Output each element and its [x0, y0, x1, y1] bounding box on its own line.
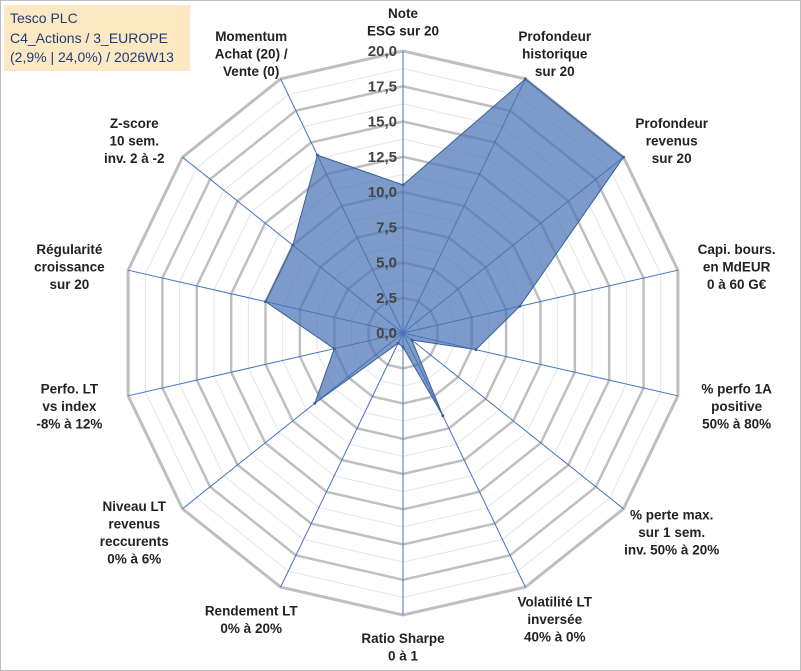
- data-point: [396, 341, 400, 345]
- axis-spoke: [280, 332, 404, 588]
- axis-label: Profondeur revenus sur 20: [635, 116, 708, 166]
- axis-label: Z-score 10 sem. inv. 2 à -2: [104, 116, 165, 166]
- tick-label: 20,0: [368, 43, 397, 60]
- chart-title-box: Tesco PLC C4_Actions / 3_EUROPE (2,9% | …: [4, 5, 190, 71]
- data-point: [523, 77, 527, 81]
- tick-label: 0,0: [376, 325, 397, 342]
- axis-spoke: [402, 332, 624, 510]
- data-point: [474, 348, 478, 352]
- title-company: Tesco PLC: [10, 10, 78, 26]
- data-point: [410, 338, 414, 342]
- tick-label: 12,5: [368, 149, 397, 166]
- data-point: [313, 401, 317, 405]
- tick-label: 2,5: [376, 290, 397, 307]
- tick-label: 15,0: [368, 114, 397, 131]
- axis-label: Capi. bours. en MdEUR 0 à 60 G€: [698, 242, 776, 292]
- data-point: [518, 304, 522, 308]
- axis-label: Volatilité LT inversée 40% à 0%: [518, 595, 593, 645]
- data-point: [401, 345, 405, 349]
- axis-label: Niveau LT revenus reccurents 0% à 6%: [100, 499, 169, 567]
- title-category: C4_Actions / 3_EUROPE: [10, 29, 168, 46]
- axis-label: Profondeur historique sur 20: [518, 29, 591, 79]
- data-point: [291, 243, 295, 247]
- axis-label: Ratio Sharpe 0 à 1: [361, 631, 445, 664]
- axis-label: Régularité croissance sur 20: [34, 242, 105, 292]
- axis-label: Note ESG sur 20: [367, 6, 439, 39]
- tick-label: 10,0: [368, 184, 397, 201]
- tick-label: 17,5: [368, 78, 397, 95]
- data-point: [332, 347, 336, 351]
- data-point: [264, 300, 267, 304]
- axis-label: Momentum Achat (20) / Vente (0): [215, 29, 288, 79]
- data-point: [401, 183, 405, 187]
- data-point: [441, 414, 445, 418]
- axis-label: Perfo. LT vs index -8% à 12%: [36, 382, 102, 432]
- data-point: [622, 155, 625, 159]
- axis-label: % perte max. sur 1 sem. inv. 50% à 20%: [624, 508, 719, 558]
- axis-label: % perfo 1A positive 50% à 80%: [701, 382, 772, 432]
- axis-label: Rendement LT 0% à 20%: [205, 603, 299, 636]
- tick-label: 5,0: [376, 255, 397, 272]
- data-point: [315, 153, 319, 157]
- tick-label: 7,5: [376, 219, 397, 236]
- title-period: (2,9% | 24,0%) / 2026W13: [10, 49, 174, 65]
